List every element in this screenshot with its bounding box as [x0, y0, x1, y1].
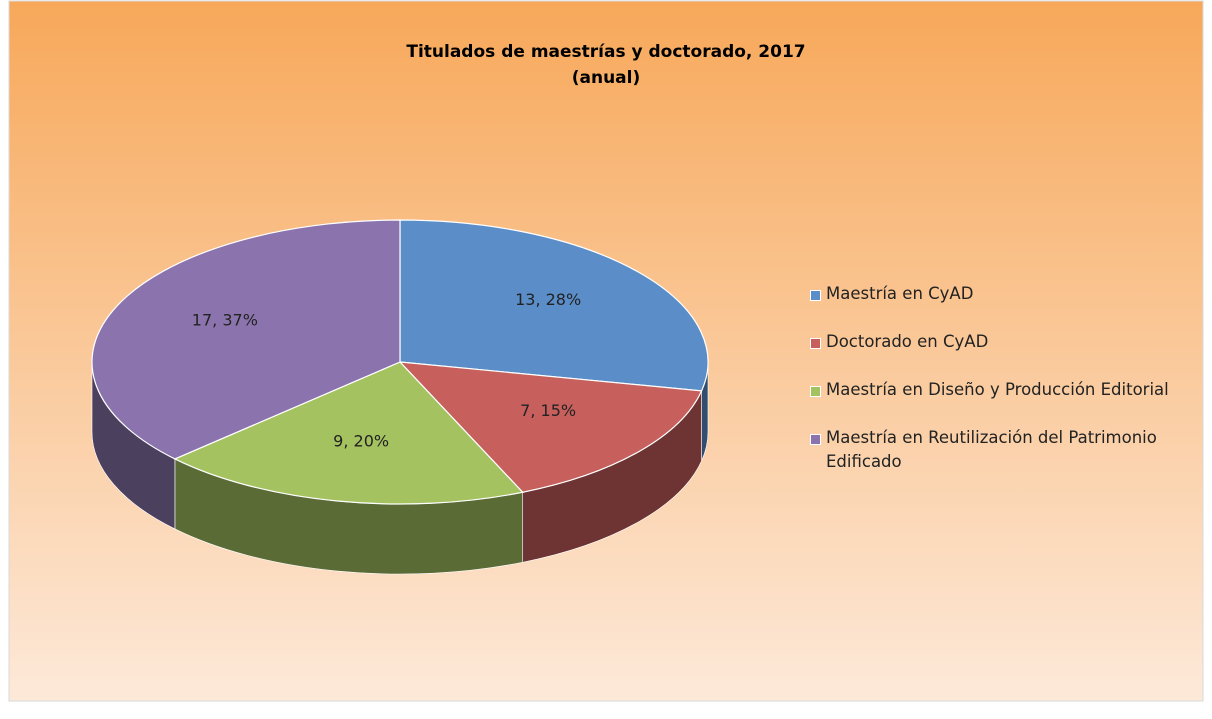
data-label: 17, 37%: [192, 310, 258, 329]
legend-label: Maestría en CyAD: [826, 284, 974, 303]
legend-swatch: [810, 386, 821, 397]
data-label: 13, 28%: [515, 290, 581, 309]
legend-swatch: [810, 290, 821, 301]
legend-label: Maestría en Diseño y Producción Editoria…: [826, 380, 1169, 399]
chart-subtitle: (anual): [572, 68, 641, 88]
pie-slice: [91, 219, 401, 460]
legend-item: Maestría en Diseño y Producción Editoria…: [808, 378, 1198, 402]
legend-item: Maestría en Reutilización del Patrimonio…: [808, 426, 1198, 474]
pie-slice: [173, 361, 524, 505]
legend-item: Maestría en CyAD: [808, 282, 1198, 306]
legend-swatch: [810, 338, 821, 349]
legend-item: Doctorado en CyAD: [808, 330, 1198, 354]
pie-slice: [399, 219, 709, 392]
pie-slice: [398, 361, 703, 493]
data-label: 7, 15%: [520, 401, 576, 420]
legend-label: Maestría en Reutilización del Patrimonio…: [826, 428, 1157, 471]
legend: Maestría en CyAD Doctorado en CyAD Maestrí…: [808, 282, 1198, 498]
legend-swatch: [810, 434, 821, 445]
data-label: 9, 20%: [333, 432, 389, 451]
legend-label: Doctorado en CyAD: [826, 332, 989, 351]
chart-title: Titulados de maestrías y doctorado, 2017: [406, 42, 805, 62]
